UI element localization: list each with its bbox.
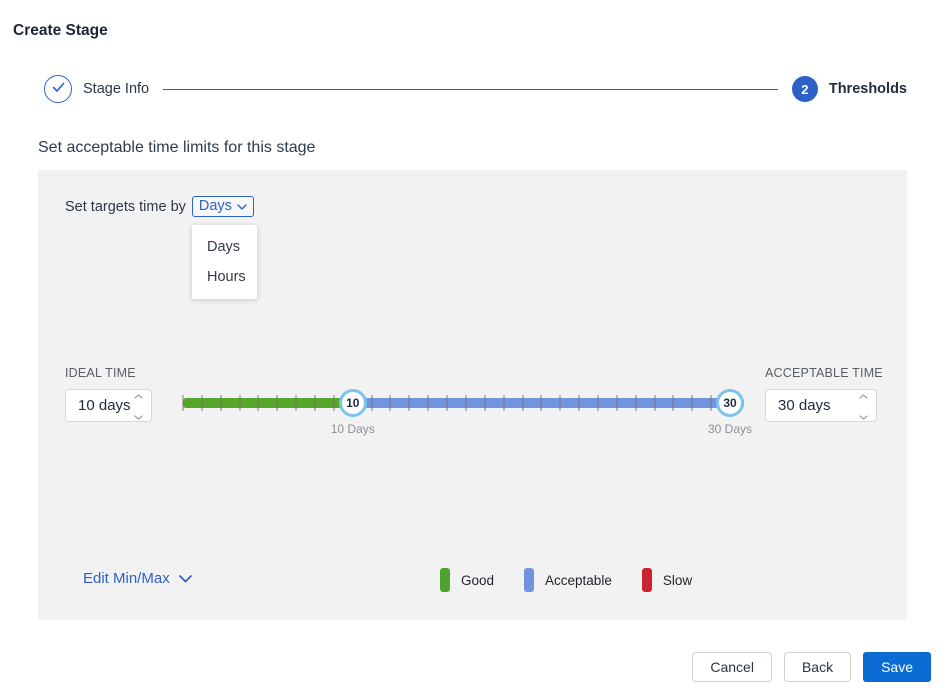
acceptable-time-label: ACCEPTABLE TIME xyxy=(765,366,883,380)
checkmark-icon xyxy=(52,80,65,98)
legend-swatch xyxy=(524,568,535,592)
step-2-number: 2 xyxy=(801,81,809,97)
slider-tick xyxy=(596,395,599,411)
slider-tick xyxy=(314,395,317,411)
ideal-time-value: 10 days xyxy=(78,397,131,414)
acceptable-time-input[interactable]: 30 days xyxy=(765,389,877,422)
legend-label: Good xyxy=(461,572,495,588)
ideal-time-block: IDEAL TIME 10 days xyxy=(65,366,152,422)
slider-tick xyxy=(182,395,184,411)
target-time-label: Set targets time by xyxy=(65,198,186,215)
acceptable-time-spinner[interactable] xyxy=(859,386,868,425)
step-1-label: Stage Info xyxy=(83,81,150,97)
slider-tick xyxy=(370,395,373,411)
legend-label: Slow xyxy=(662,572,693,588)
slider-tick xyxy=(332,395,335,411)
slider-tick xyxy=(219,395,222,411)
page-title: Create Stage xyxy=(13,22,108,39)
spinner-down-icon[interactable] xyxy=(859,407,868,425)
slider-tick xyxy=(653,395,656,411)
wizard-stepper: Stage Info 2 Thresholds xyxy=(44,75,907,103)
chevron-down-icon xyxy=(237,198,247,214)
save-button[interactable]: Save xyxy=(863,652,931,682)
acceptable-time-block: ACCEPTABLE TIME 30 days xyxy=(765,366,883,422)
acceptable-handle[interactable]: 30 xyxy=(716,389,744,417)
target-unit-select[interactable]: Days xyxy=(191,196,254,217)
slider[interactable]: 10 10 Days 30 30 Days xyxy=(182,385,752,437)
ideal-time-spinner[interactable] xyxy=(134,386,143,425)
slider-tick xyxy=(427,395,430,411)
slider-tick xyxy=(559,395,562,411)
target-unit-value: Days xyxy=(198,198,232,214)
step-2-indicator[interactable]: 2 xyxy=(791,76,818,102)
chevron-down-icon xyxy=(178,570,192,587)
slider-tick xyxy=(615,395,618,411)
slider-tick xyxy=(200,395,203,411)
slider-tick xyxy=(295,395,298,411)
dropdown-option-days[interactable]: Days xyxy=(207,239,241,255)
footer-actions: Cancel Back Save xyxy=(692,652,931,682)
dropdown-option-hours[interactable]: Hours xyxy=(207,269,246,285)
legend-item-acceptable: Acceptable xyxy=(524,568,612,592)
slider-tick xyxy=(483,395,486,411)
slider-track-acceptable[interactable] xyxy=(352,398,744,408)
legend: Good Acceptable Slow xyxy=(440,568,692,592)
back-button[interactable]: Back xyxy=(783,652,852,682)
spinner-up-icon[interactable] xyxy=(859,386,868,404)
target-dropdown-menu: Days Hours xyxy=(192,225,257,299)
slider-tick xyxy=(578,395,581,411)
slider-tick xyxy=(389,395,392,411)
slider-tick xyxy=(710,395,713,411)
ideal-handle-label: 10 Days xyxy=(330,422,375,436)
edit-minmax-link[interactable]: Edit Min/Max xyxy=(83,570,192,587)
ideal-handle[interactable]: 10 xyxy=(338,389,367,417)
edit-minmax-label: Edit Min/Max xyxy=(83,570,170,587)
acceptable-handle-label: 30 Days xyxy=(707,422,753,436)
slider-track-good[interactable] xyxy=(183,398,353,408)
slider-tick xyxy=(408,395,411,411)
legend-swatch xyxy=(440,568,450,592)
slider-tick xyxy=(521,395,524,411)
slider-tick xyxy=(502,395,505,411)
spinner-down-icon[interactable] xyxy=(134,407,143,425)
step-1-indicator[interactable] xyxy=(44,75,72,103)
step-2-label: Thresholds xyxy=(828,81,907,97)
legend-label: Acceptable xyxy=(545,572,612,588)
legend-item-good: Good xyxy=(440,568,494,592)
slider-tick xyxy=(672,395,675,411)
stepper-connector-line xyxy=(163,88,778,90)
legend-swatch xyxy=(641,568,652,592)
slider-tick xyxy=(464,395,467,411)
target-time-row: Set targets time by Days xyxy=(65,196,254,217)
ideal-time-input[interactable]: 10 days xyxy=(65,389,152,422)
legend-item-slow: Slow xyxy=(641,568,693,592)
slider-tick xyxy=(540,395,543,411)
slider-tick xyxy=(446,395,449,411)
slider-tick xyxy=(257,395,260,411)
slider-tick xyxy=(634,395,637,411)
slider-tick xyxy=(276,395,279,411)
slider-tick xyxy=(691,395,694,411)
section-heading: Set acceptable time limits for this stag… xyxy=(38,139,316,156)
slider-tick xyxy=(238,395,241,411)
thresholds-panel: Set targets time by Days Days Hours IDEAL… xyxy=(38,170,907,620)
ideal-time-label: IDEAL TIME xyxy=(65,366,136,380)
acceptable-time-value: 30 days xyxy=(778,397,831,414)
cancel-button[interactable]: Cancel xyxy=(692,652,772,682)
spinner-up-icon[interactable] xyxy=(134,386,143,404)
